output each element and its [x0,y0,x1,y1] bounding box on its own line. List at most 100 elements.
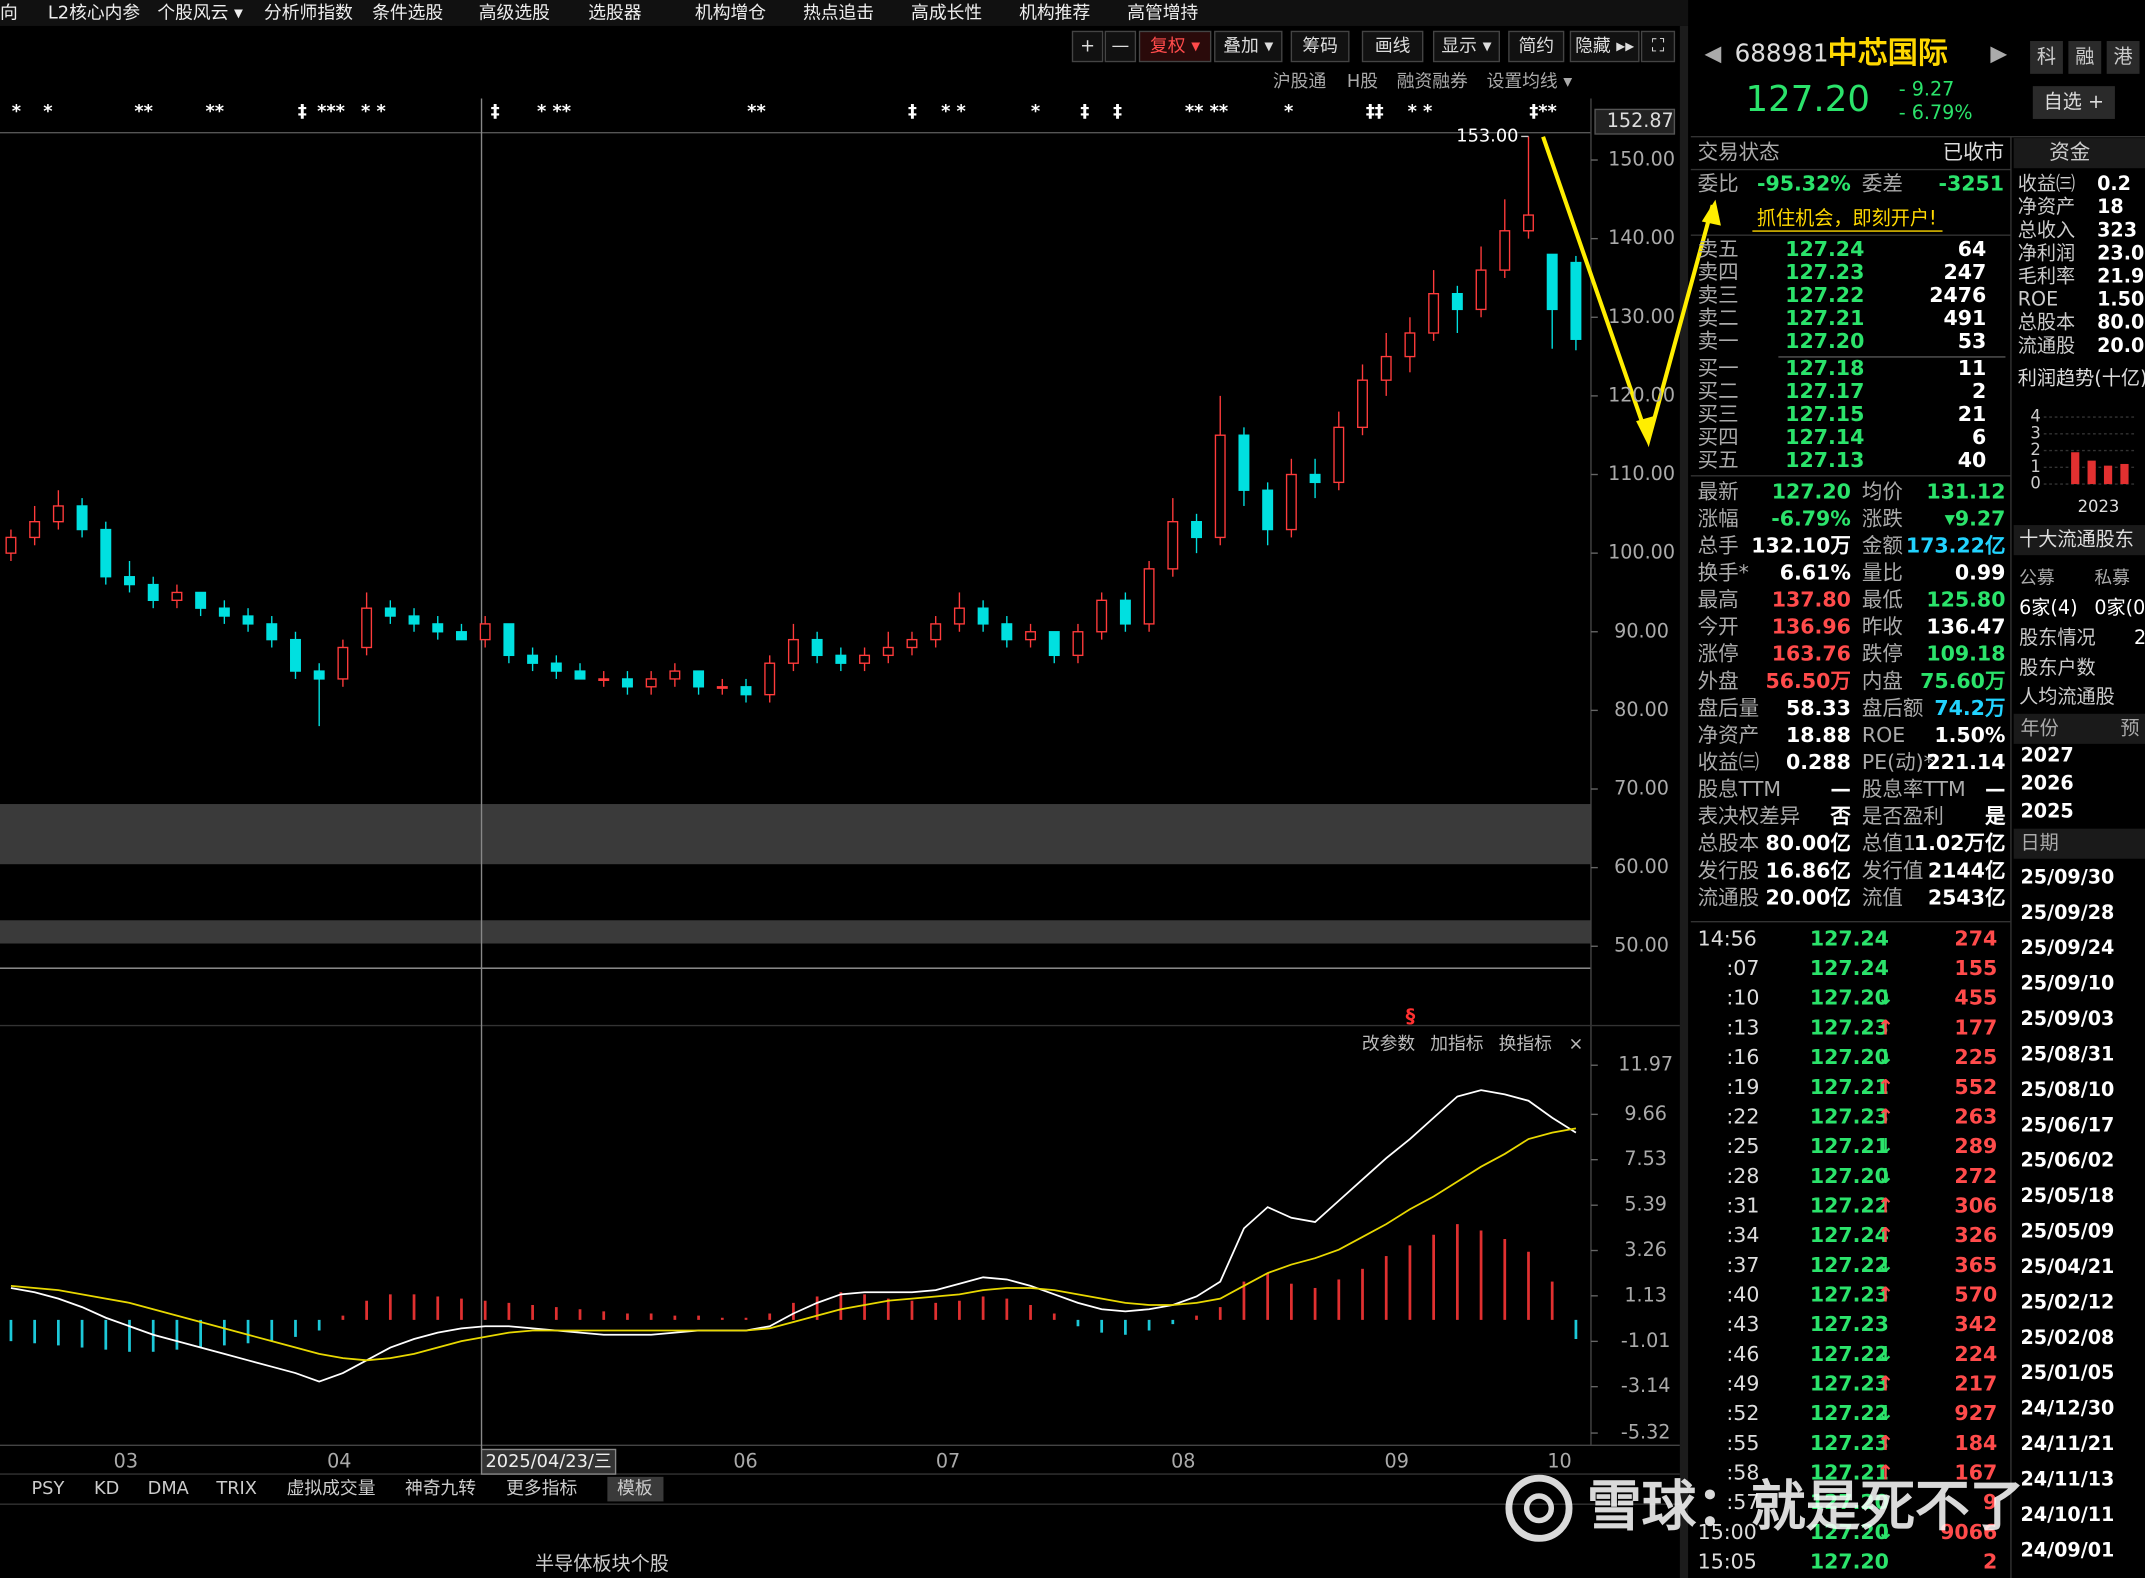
watch-label[interactable]: 自选 + [2044,90,2104,113]
candle-body [313,670,325,680]
toolbar-button[interactable] [1138,30,1212,63]
watch-button[interactable] [2032,86,2115,119]
menu-item[interactable]: 热点追击 [803,3,874,24]
toolbar-label[interactable]: 复权 ▾ [1150,35,1200,56]
indicator-tab[interactable]: DMA [148,1478,189,1499]
next-arrow[interactable]: ▶ [1990,42,2007,67]
tick-time: :37 [1726,1253,1759,1277]
toolbar-button[interactable] [1290,30,1350,63]
menu-item[interactable]: 机构增仓 [695,3,766,24]
candle-body [550,662,562,672]
event-marker[interactable]: ** [134,101,153,122]
tick-price: 127.23 [1810,1431,1889,1455]
indicator-control[interactable]: 换指标 [1499,1034,1552,1055]
event-marker[interactable]: ‡ [1080,101,1089,122]
toolbar-label[interactable]: 筹码 [1302,35,1338,56]
fin-value: 1.50 [2097,288,2144,311]
event-marker[interactable]: * * [361,101,386,122]
menu-item[interactable]: 向 [0,3,18,24]
overlay-option[interactable]: 设置均线 ▾ [1487,71,1573,92]
menu-item[interactable]: 分析师指数 [264,3,353,24]
menu-item[interactable]: 选股器 [588,3,642,24]
event-marker[interactable]: ‡ [908,101,917,122]
menu-item[interactable]: 高管增持 [1127,3,1198,24]
stat-label: 昨收 [1862,615,1903,639]
holder-label: 人均流通股 [2019,685,2115,708]
candle-body [1475,269,1487,311]
toolbar-button[interactable] [1104,30,1137,63]
event-marker[interactable]: ‡ [298,101,307,122]
tag[interactable]: 港 [2114,45,2133,68]
event-marker[interactable]: * [1031,101,1040,122]
event-marker[interactable]: * * [941,101,966,122]
menu-item[interactable]: 条件选股 [372,3,443,24]
menu-item[interactable]: 个股风云 ▾ [157,3,243,24]
indicator-tab[interactable]: 神奇九转 [405,1478,476,1499]
event-marker[interactable]: ‡** [1529,101,1556,122]
event-marker[interactable]: * ** [537,101,571,122]
event-marker[interactable]: * [12,101,21,122]
event-marker[interactable]: ** [747,101,766,122]
profit-tick-label: 1 [2030,457,2040,476]
event-marker[interactable]: ** [205,101,224,122]
toolbar-button[interactable] [1640,30,1676,63]
tick-volume: 263 [1954,1104,1997,1128]
toolbar-button[interactable] [1361,30,1424,63]
event-marker[interactable]: ‡ [1113,101,1122,122]
prev-arrow[interactable]: ◀ [1705,42,1722,67]
book-level: 买五 [1698,448,1739,472]
menu-item[interactable]: L2核心内参 [48,3,141,24]
indicator-control[interactable]: × [1568,1034,1583,1055]
event-marker[interactable]: ‡‡ [1366,101,1384,122]
overlay-option[interactable]: 融资融券 [1397,71,1468,92]
price-tick-label: 150.00 [1608,148,1675,171]
stat-value: 2144亿 [1928,858,2006,882]
stat-label: 外盘 [1698,669,1739,693]
promo-link[interactable]: 抓住机会，即刻开户! [1757,206,1937,229]
tick-price: 127.21 [1810,1075,1889,1099]
menu-item[interactable]: 高成长性 [911,3,982,24]
toolbar-button[interactable] [1432,30,1500,63]
event-marker[interactable]: ** ** [1185,101,1228,122]
indicator-control[interactable]: 改参数 [1362,1034,1416,1055]
indicator-tab[interactable]: PSY [31,1478,64,1499]
price-change-pct: - 6.79% [1899,101,1973,124]
event-marker[interactable]: *** [317,101,345,122]
price-tick-label: 50.00 [1614,934,1669,957]
profit-bar [2087,460,2096,485]
stat-value: 127.20 [1772,479,1851,503]
event-marker[interactable]: * * [1408,101,1433,122]
toolbar-button[interactable] [1071,30,1104,63]
tag[interactable]: 科 [2037,45,2056,68]
toolbar-button[interactable] [1214,30,1283,63]
indicator-tab[interactable]: TRIX [215,1478,257,1499]
toolbar-label[interactable]: + [1080,35,1095,56]
toolbar-label[interactable]: ⛶ [1652,35,1665,56]
indicator-tab[interactable]: 模板 [617,1478,653,1499]
toolbar-label[interactable]: 隐藏 ▸▸ [1575,35,1634,56]
event-marker[interactable]: * [1284,101,1293,122]
menu-item[interactable]: 机构推荐 [1019,3,1090,24]
menu-item[interactable]: 高级选股 [479,3,550,24]
overlay-option[interactable]: H股 [1347,71,1378,92]
stat-label: PE(动)* [1862,750,1934,774]
toolbar-label[interactable]: 简约 [1518,35,1554,56]
toolbar-label[interactable]: 叠加 ▾ [1223,35,1273,56]
toolbar-label[interactable]: — [1111,35,1129,56]
overlay-option[interactable]: 沪股通 [1273,71,1327,92]
splitter[interactable] [1679,25,1689,1578]
toolbar-label[interactable]: 画线 [1375,35,1411,56]
indicator-tab[interactable]: KD [94,1478,119,1499]
indicator-control[interactable]: 加指标 [1430,1034,1483,1055]
toolbar-button[interactable] [1569,30,1640,63]
indicator-tab[interactable]: 虚拟成交量 [287,1478,376,1499]
tick-direction: ↓ [1877,1342,1894,1366]
candle-body [1191,521,1202,539]
event-marker[interactable]: * [43,101,52,122]
report-date: 25/06/17 [2021,1113,2115,1136]
event-marker[interactable]: ‡ [491,101,500,122]
indicator-tab[interactable]: 更多指标 [506,1478,577,1499]
tag[interactable]: 融 [2075,45,2094,68]
toolbar-label[interactable]: 显示 ▾ [1441,35,1491,56]
toolbar-button[interactable] [1508,30,1565,63]
